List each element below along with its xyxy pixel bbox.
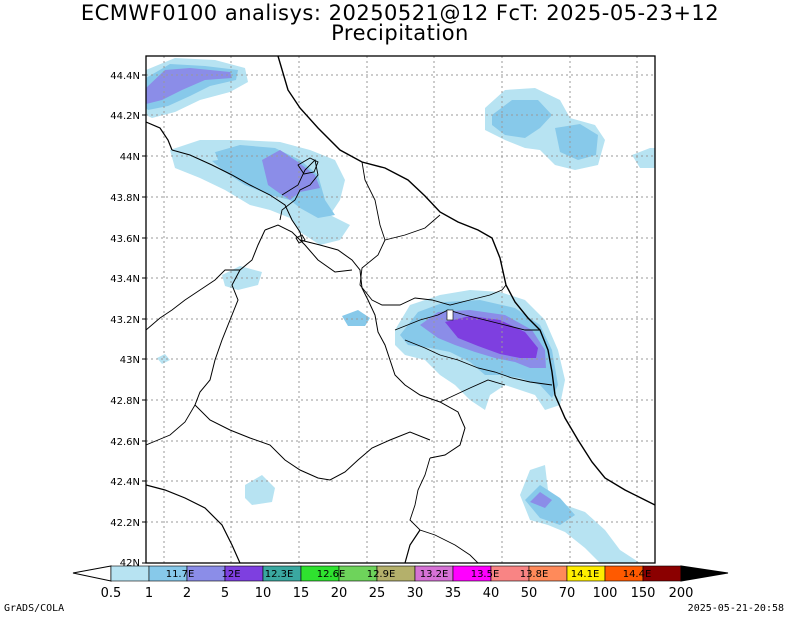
station-marker [446, 309, 454, 321]
region-border-marche-west [299, 239, 466, 459]
lon-label: 14.1E [571, 569, 600, 580]
lon-label: 13.5E [471, 569, 500, 580]
colorbar-value: 70 [559, 586, 576, 601]
province-border-4 [404, 339, 553, 386]
colorbar-value: 30 [407, 586, 424, 601]
precipitation-fields [146, 58, 655, 563]
lon-label: 13.2E [420, 569, 449, 580]
lat-label: 43.6N [110, 234, 140, 245]
lat-label: 44.2N [110, 111, 140, 122]
colorbar-value: 100 [593, 586, 618, 601]
province-border-abruzzo [409, 457, 479, 563]
footer-credit: GrADS/COLA [4, 603, 65, 614]
lat-label: 44N [120, 152, 140, 163]
lat-label: 43.2N [110, 315, 140, 326]
precip-area-small-2 [342, 310, 370, 326]
lat-label: 43N [120, 355, 140, 366]
precip-area-pesaro-small [200, 152, 218, 162]
precip-area-small-3 [157, 354, 170, 364]
lat-label: 43.4N [110, 274, 140, 285]
colorbar-value: 10 [255, 586, 272, 601]
lat-label: 42N [120, 558, 140, 569]
colorbar-values: 0.5 1 2 5 10 15 20 25 30 35 40 50 70 100… [101, 586, 694, 601]
colorbar-value: 0.5 [101, 586, 122, 601]
colorbar-value: 40 [483, 586, 500, 601]
lat-label: 42.2N [110, 518, 140, 529]
colorbar-value: 15 [293, 586, 310, 601]
coastline-sw [146, 121, 173, 151]
precip-area-south [520, 465, 640, 563]
province-border-latium [146, 404, 196, 446]
lat-labels: 44.4N 44.2N 44N 43.8N 43.6N 43.4N 43.2N … [110, 71, 140, 569]
tuscany-border [146, 269, 240, 331]
boundaries [146, 56, 655, 563]
colorbar-value: 1 [145, 586, 153, 601]
coastline [277, 56, 655, 506]
sanmarino-border [297, 157, 319, 175]
lat-label: 42.6N [110, 437, 140, 448]
province-border-north [279, 159, 319, 221]
coastline-west [146, 484, 241, 563]
lat-label: 44.4N [110, 71, 140, 82]
region-border-marche-north [264, 224, 353, 273]
precip-area-ancona-peak [445, 316, 538, 358]
colorbar-value: 150 [631, 586, 656, 601]
coastline-se [404, 529, 421, 563]
colorbar-value: 35 [445, 586, 462, 601]
colorbar [72, 565, 729, 582]
region-border [171, 149, 303, 241]
colorbar-value: 5 [221, 586, 229, 601]
precip-area-nw-core [146, 68, 232, 104]
province-border-1 [361, 161, 441, 241]
map-frame [145, 55, 656, 564]
lat-ticks [142, 74, 146, 564]
colorbar-low-arrow [72, 565, 112, 582]
lon-label: 12.9E [367, 569, 396, 580]
precip-area-east-edge [632, 148, 655, 168]
precip-area-adriatic-mid [492, 100, 552, 138]
colorbar-value: 2 [183, 586, 191, 601]
colorbar-value: 25 [369, 586, 386, 601]
map-title: ECMWF0100 analisys: 20250521@12 FcT: 202… [80, 1, 720, 25]
colorbar-high-arrow [680, 565, 729, 582]
lon-label: 12E [221, 569, 240, 580]
lon-label: 14.4E [623, 569, 652, 580]
colorbar-value: 200 [669, 586, 694, 601]
lon-label: 12.3E [265, 569, 294, 580]
lat-label: 42.4N [110, 477, 140, 488]
lat-label: 43.8N [110, 193, 140, 204]
lon-label: 12.6E [317, 569, 346, 580]
small-islet [295, 234, 306, 244]
province-border-5 [439, 379, 506, 403]
precip-area-small-4 [245, 475, 275, 505]
lon-labels: 11.7E 12E 12.3E 12.6E 12.9E 13.2E 13.5E … [166, 569, 652, 580]
colorbar-value: 20 [331, 586, 348, 601]
precip-area-south-core [530, 492, 552, 508]
map-subtitle: Precipitation [331, 21, 469, 45]
footer-timestamp: 2025-05-21-20:58 [687, 603, 784, 614]
precip-area-adriatic-east [555, 124, 598, 160]
province-border-3 [394, 309, 540, 331]
lon-label: 11.7E [166, 569, 195, 580]
province-border-2 [359, 239, 507, 306]
lat-label: 42.8N [110, 396, 140, 407]
lon-label: 13.8E [520, 569, 549, 580]
region-border-umbria [194, 229, 431, 481]
colorbar-value: 50 [521, 586, 538, 601]
colorbar-swatch [110, 565, 150, 582]
